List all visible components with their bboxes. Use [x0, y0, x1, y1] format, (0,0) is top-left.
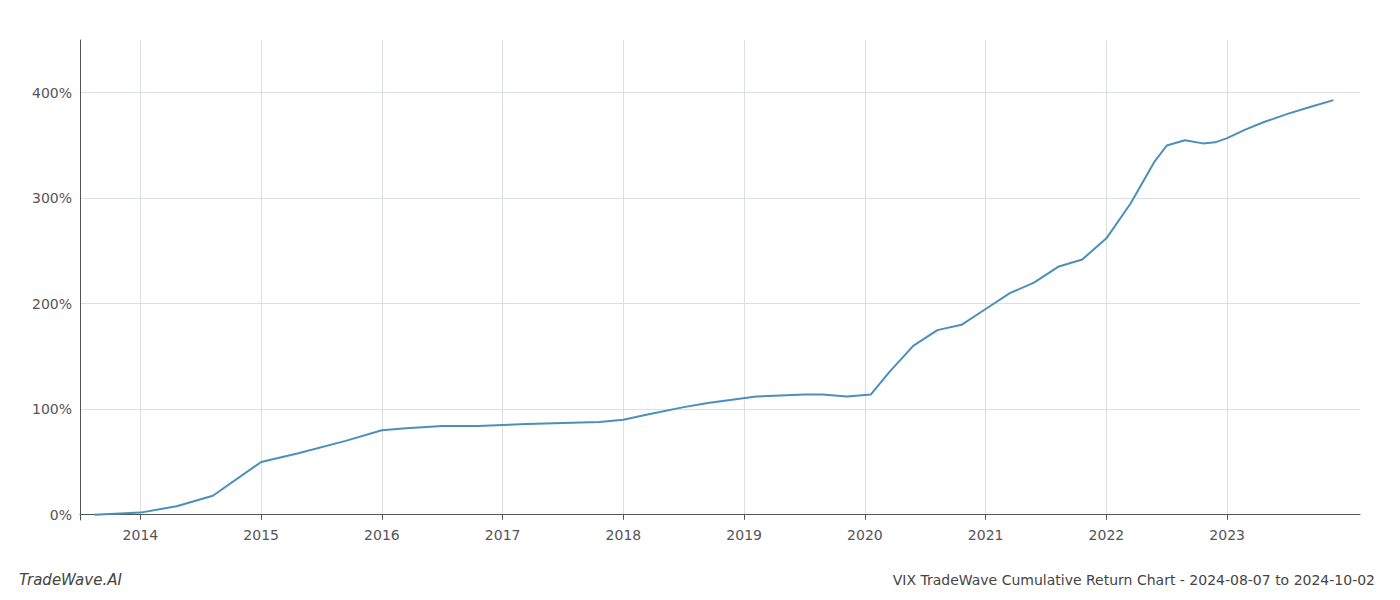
svg-text:2019: 2019	[726, 527, 762, 543]
svg-text:TradeWave.AI: TradeWave.AI	[19, 571, 122, 589]
svg-text:2017: 2017	[485, 527, 521, 543]
svg-text:400%: 400%	[32, 85, 72, 101]
svg-text:2022: 2022	[1089, 527, 1125, 543]
svg-text:200%: 200%	[32, 296, 72, 312]
svg-text:0%: 0%	[50, 507, 72, 523]
svg-text:2014: 2014	[123, 527, 159, 543]
svg-text:100%: 100%	[32, 401, 72, 417]
svg-text:2020: 2020	[847, 527, 883, 543]
svg-text:300%: 300%	[32, 190, 72, 206]
svg-text:VIX TradeWave Cumulative Retur: VIX TradeWave Cumulative Return Chart - …	[893, 572, 1375, 588]
svg-text:2023: 2023	[1209, 527, 1245, 543]
svg-text:2016: 2016	[364, 527, 400, 543]
svg-text:2018: 2018	[606, 527, 642, 543]
svg-text:2015: 2015	[243, 527, 279, 543]
svg-text:2021: 2021	[968, 527, 1004, 543]
